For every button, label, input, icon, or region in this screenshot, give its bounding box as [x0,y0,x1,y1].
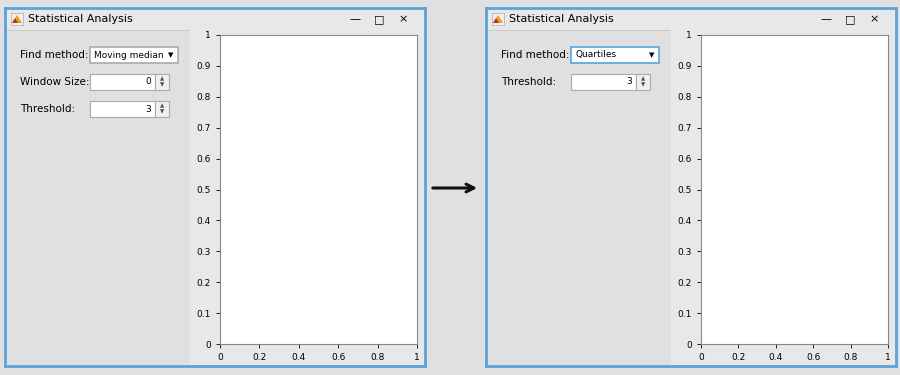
Bar [486,30,671,366]
Text: —: — [349,14,361,24]
Bar [671,30,896,366]
Text: Find method:: Find method: [20,50,88,60]
Text: 3: 3 [626,78,632,87]
Polygon shape [12,18,18,23]
Text: Statistical Analysis: Statistical Analysis [509,14,614,24]
Bar [190,30,425,366]
Text: Threshold:: Threshold: [20,104,75,114]
Text: ▼: ▼ [160,110,164,114]
Text: —: — [821,14,832,24]
Text: ×: × [399,14,408,24]
Bar [636,74,650,90]
Text: ▼: ▼ [168,52,174,58]
Text: ▼: ▼ [641,82,645,87]
Text: Statistical Analysis: Statistical Analysis [28,14,133,24]
Bar [155,74,169,90]
Text: Threshold:: Threshold: [501,77,556,87]
Text: ▲: ▲ [160,76,164,81]
Text: Moving median: Moving median [94,51,164,60]
Bar [155,101,169,117]
Text: □: □ [374,14,384,24]
Text: ×: × [869,14,878,24]
Text: ▼: ▼ [160,82,164,87]
Bar [5,8,425,30]
Polygon shape [493,18,499,23]
Text: ▲: ▲ [641,76,645,81]
Bar [11,13,23,25]
Bar [90,101,155,117]
Text: Find method:: Find method: [501,50,570,60]
Text: 3: 3 [145,105,151,114]
Bar [571,47,659,63]
Text: Quartiles: Quartiles [575,51,616,60]
Text: ▲: ▲ [160,104,164,108]
Bar [571,74,636,90]
Polygon shape [493,15,503,23]
Bar [492,13,504,25]
Text: Window Size:: Window Size: [20,77,89,87]
Bar [90,47,178,63]
Bar [486,8,896,30]
Bar [90,74,155,90]
Polygon shape [12,15,22,23]
Text: □: □ [845,14,855,24]
Bar [5,30,190,366]
Text: ▼: ▼ [649,52,654,58]
Text: 0: 0 [145,78,151,87]
